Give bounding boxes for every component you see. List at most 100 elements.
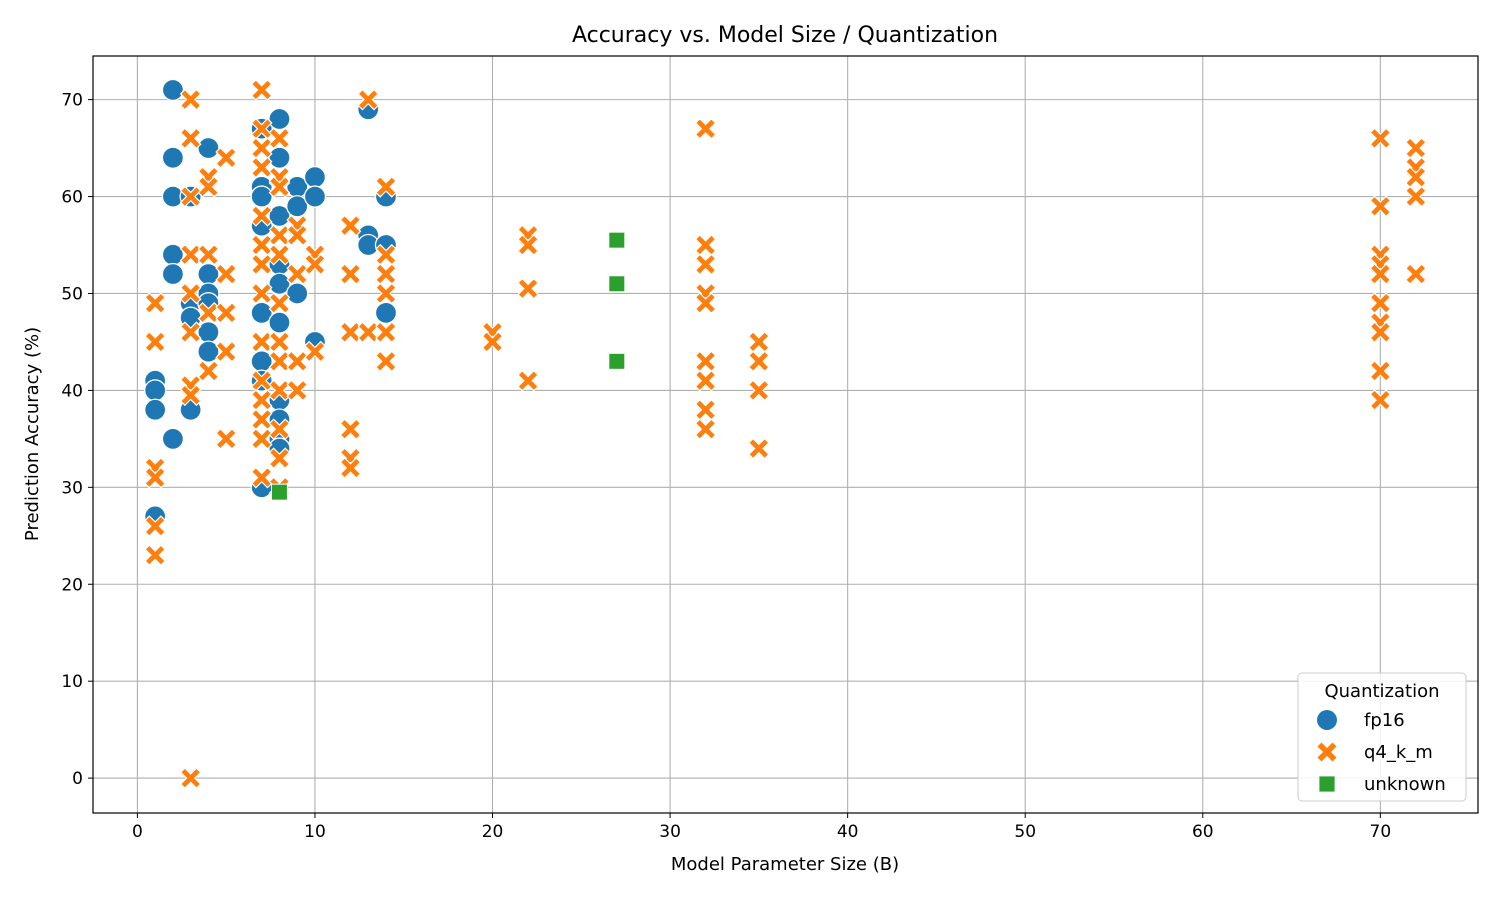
data-point-q4-k-m: [1369, 195, 1392, 218]
data-point-fp16: [197, 262, 220, 286]
data-point-q4-k-m: [748, 379, 770, 402]
data-point-q4-k-m: [339, 457, 362, 479]
data-point-fp16: [197, 136, 220, 160]
data-point-q4-k-m: [179, 321, 202, 344]
data-point-fp16: [197, 321, 220, 344]
y-tick-label: 10: [61, 672, 83, 692]
data-point-q4-k-m: [1405, 166, 1427, 189]
data-point-q4-k-m: [286, 379, 309, 402]
data-point-q4-k-m: [375, 176, 397, 198]
data-point-q4-k-m: [179, 127, 202, 150]
data-point-fp16: [303, 166, 327, 189]
data-point-fp16: [250, 301, 273, 325]
data-point-q4-k-m: [694, 350, 717, 373]
data-point-q4-k-m: [375, 321, 397, 344]
data-point-q4-k-m: [286, 263, 309, 285]
data-point-q4-k-m: [694, 117, 717, 140]
data-point-q4-k-m: [339, 418, 362, 441]
data-point-fp16: [143, 398, 167, 421]
data-point-q4-k-m: [1369, 127, 1392, 150]
data-point-q4-k-m: [304, 340, 326, 363]
y-tick-label: 20: [61, 575, 83, 595]
legend-marker-fp16: [1317, 710, 1337, 730]
legend-marker-unknown: [1319, 776, 1335, 792]
data-point-q4-k-m: [268, 176, 291, 198]
data-point-fp16: [268, 204, 291, 228]
data-point-fp16: [286, 195, 309, 218]
x-axis-label: Model Parameter Size (B): [671, 854, 899, 875]
legend-label: q4_k_m: [1364, 742, 1433, 763]
data-point-q4-k-m: [304, 253, 326, 276]
legend-marker-q4-k-m: [1317, 742, 1337, 762]
data-point-q4-k-m: [1369, 263, 1392, 285]
data-point-fp16: [161, 78, 185, 102]
data-point-q4-k-m: [215, 428, 238, 450]
data-point-unknown: [270, 483, 288, 501]
data-point-q4-k-m: [481, 331, 504, 353]
data-point-fp16: [161, 262, 185, 286]
data-point-q4-k-m: [375, 243, 397, 266]
legend-box: [1297, 672, 1467, 802]
y-tick-label: 0: [72, 769, 83, 789]
y-tick-label: 30: [61, 478, 83, 498]
data-point-fp16: [161, 146, 185, 169]
data-point-q4-k-m: [144, 331, 166, 353]
legend-label: fp16: [1364, 710, 1405, 731]
data-point-q4-k-m: [268, 243, 291, 266]
data-point-q4-k-m: [694, 398, 717, 421]
data-point-q4-k-m: [215, 340, 238, 363]
data-point-q4-k-m: [1405, 185, 1427, 208]
data-point-q4-k-m: [215, 146, 238, 169]
y-axis-label: Prediction Accuracy (%): [22, 327, 43, 541]
data-point-fp16: [161, 427, 185, 451]
data-point-q4-k-m: [268, 331, 291, 353]
x-tick-label: 30: [659, 822, 681, 842]
data-point-unknown: [608, 275, 626, 293]
data-point-q4-k-m: [517, 277, 539, 300]
data-point-q4-k-m: [694, 292, 717, 315]
chart-title: Accuracy vs. Model Size / Quantization: [572, 23, 998, 48]
data-point-q4-k-m: [694, 253, 717, 276]
data-point-q4-k-m: [268, 447, 291, 470]
data-point-fp16: [268, 311, 291, 334]
data-point-q4-k-m: [286, 350, 309, 373]
data-point-q4-k-m: [748, 331, 770, 353]
grid-lines: [93, 56, 1478, 813]
data-point-q4-k-m: [250, 253, 273, 276]
data-point-q4-k-m: [339, 263, 362, 285]
data-point-q4-k-m: [250, 389, 273, 411]
data-point-q4-k-m: [250, 205, 273, 227]
data-point-q4-k-m: [197, 243, 220, 266]
data-point-q4-k-m: [517, 369, 539, 392]
data-point-q4-k-m: [268, 127, 291, 150]
data-point-q4-k-m: [250, 79, 273, 101]
data-point-q4-k-m: [197, 360, 220, 382]
data-point-q4-k-m: [250, 428, 273, 450]
legend-label: unknown: [1364, 774, 1446, 795]
data-point-q4-k-m: [694, 234, 717, 256]
data-point-fp16: [250, 185, 273, 208]
x-tick-label: 20: [482, 822, 504, 842]
axis-ticks: 0 10 20 30 40 50 60 70 0 10 20 30 40 50 60 70: [61, 91, 1391, 842]
data-point-q4-k-m: [1405, 263, 1427, 285]
data-point-q4-k-m: [144, 466, 166, 489]
data-point-q4-k-m: [286, 224, 309, 247]
data-points: [143, 78, 1427, 789]
data-point-q4-k-m: [694, 369, 717, 392]
data-point-q4-k-m: [268, 418, 291, 441]
data-point-q4-k-m: [179, 282, 202, 305]
plot-frame: [92, 55, 1479, 814]
x-tick-label: 50: [1014, 822, 1036, 842]
data-point-fp16: [268, 107, 291, 131]
data-point-unknown: [608, 231, 626, 249]
data-point-q4-k-m: [375, 263, 397, 285]
data-point-fp16: [268, 146, 291, 169]
y-tick-label: 70: [61, 91, 83, 111]
data-point-q4-k-m: [215, 263, 238, 285]
data-point-q4-k-m: [144, 292, 166, 315]
y-tick-label: 60: [61, 188, 83, 208]
data-point-q4-k-m: [1369, 292, 1392, 315]
data-point-q4-k-m: [1369, 360, 1392, 382]
